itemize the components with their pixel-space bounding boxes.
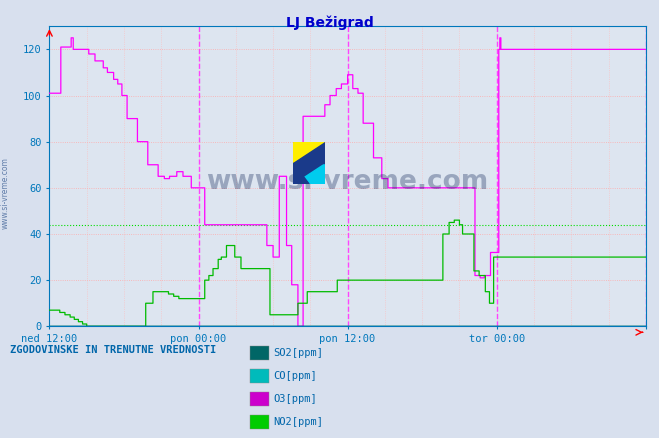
Polygon shape [293, 142, 325, 163]
Text: www.si-vreme.com: www.si-vreme.com [206, 170, 489, 195]
Text: LJ Bežigrad: LJ Bežigrad [285, 15, 374, 30]
Text: www.si-vreme.com: www.si-vreme.com [1, 157, 10, 229]
Polygon shape [293, 142, 325, 163]
Polygon shape [293, 163, 325, 184]
Text: ZGODOVINSKE IN TRENUTNE VREDNOSTI: ZGODOVINSKE IN TRENUTNE VREDNOSTI [10, 346, 216, 355]
Text: NO2[ppm]: NO2[ppm] [273, 417, 324, 427]
Polygon shape [293, 163, 309, 184]
Text: SO2[ppm]: SO2[ppm] [273, 349, 324, 358]
Text: O3[ppm]: O3[ppm] [273, 394, 317, 404]
Text: CO[ppm]: CO[ppm] [273, 371, 317, 381]
